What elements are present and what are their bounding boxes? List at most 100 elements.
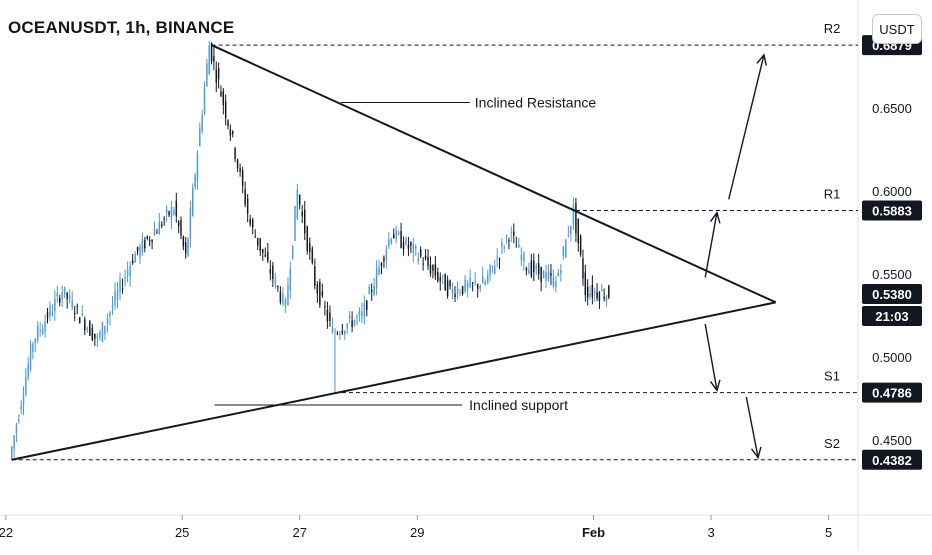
x-tick-label: Feb xyxy=(582,525,605,540)
candle-body xyxy=(334,331,336,333)
inclined-resistance-line xyxy=(211,44,777,304)
candle-body xyxy=(272,265,274,280)
candle-body xyxy=(441,275,444,277)
candle-body xyxy=(427,257,429,266)
candle-body xyxy=(241,170,244,186)
candle-body xyxy=(124,277,126,279)
candle-body xyxy=(213,55,215,62)
candle-body xyxy=(608,285,610,298)
last-price-label: 0.5380 xyxy=(872,287,912,302)
candle-body xyxy=(257,237,259,246)
x-tick-label: 22 xyxy=(0,525,13,540)
candle-body xyxy=(89,321,91,336)
candle-body xyxy=(277,286,279,288)
x-tick-label: 27 xyxy=(292,525,306,540)
candle-body xyxy=(158,221,161,235)
candle-body xyxy=(206,63,208,87)
candle-body xyxy=(550,273,552,276)
x-tick-label: 29 xyxy=(410,525,424,540)
candle-body xyxy=(269,269,272,274)
candle-body xyxy=(557,272,560,276)
candle-body xyxy=(165,209,168,213)
candle-body xyxy=(388,239,390,246)
candle-body xyxy=(63,286,66,295)
y-tick-label: 0.6000 xyxy=(872,184,912,199)
candle-body xyxy=(56,293,59,297)
candle-body xyxy=(405,238,407,245)
candle-body xyxy=(306,226,309,252)
candle-body xyxy=(264,255,267,257)
candle-body xyxy=(184,242,187,254)
currency-button[interactable]: USDT xyxy=(872,14,922,44)
candle-body xyxy=(498,258,501,260)
candle-body xyxy=(402,242,405,250)
candle-body xyxy=(203,87,206,114)
candle-body xyxy=(582,258,584,279)
candle-body xyxy=(49,305,51,317)
candle-body xyxy=(294,206,296,241)
candle-body xyxy=(46,312,49,319)
candle-body xyxy=(410,242,412,246)
candle-body xyxy=(454,293,456,298)
price-label-box xyxy=(862,449,922,470)
candle-body xyxy=(353,320,356,326)
arrow-up-to-r1-head xyxy=(709,211,721,224)
candle-body xyxy=(215,69,217,83)
candle-body xyxy=(79,317,81,324)
candle-body xyxy=(282,293,284,304)
candle-body xyxy=(141,239,144,252)
candle-body xyxy=(572,205,575,225)
candle-body xyxy=(298,195,301,205)
resistance-annotation: Inclined Resistance xyxy=(475,95,597,111)
y-tick-label: 0.5000 xyxy=(872,350,912,365)
candle-body xyxy=(251,219,254,228)
candle-body xyxy=(373,285,375,295)
candle-body xyxy=(210,43,213,62)
candle-body xyxy=(346,323,348,329)
candle-body xyxy=(567,235,570,237)
candle-body xyxy=(39,329,41,331)
candle-body xyxy=(168,211,170,215)
candle-body xyxy=(234,148,236,160)
candle-body xyxy=(378,266,380,275)
candle-body xyxy=(301,211,303,217)
candle-body xyxy=(489,265,491,276)
candle-body xyxy=(199,128,201,147)
candle-body xyxy=(380,263,383,266)
candle-body xyxy=(319,282,321,305)
level-name-r2: R2 xyxy=(824,21,841,36)
candle-body xyxy=(474,281,476,283)
candle-body xyxy=(407,244,410,249)
candle-body xyxy=(309,243,311,253)
candle-body xyxy=(20,405,22,410)
candle-body xyxy=(520,255,523,260)
arrow-down-to-s1-head xyxy=(709,379,721,392)
candle-body xyxy=(429,264,432,274)
candle-body xyxy=(259,238,261,252)
candle-body xyxy=(254,236,256,238)
candle-body xyxy=(129,265,131,277)
candle-body xyxy=(192,187,194,216)
countdown-label: 21:03 xyxy=(875,309,908,324)
candle-body xyxy=(434,264,437,276)
candle-body xyxy=(545,272,547,281)
candle-body xyxy=(217,68,220,80)
y-tick-label: 0.5500 xyxy=(872,267,912,282)
candle-body xyxy=(114,291,116,306)
candle-body xyxy=(496,257,498,259)
candle-body xyxy=(565,239,567,258)
candle-body xyxy=(479,286,481,289)
candle-body xyxy=(267,252,269,261)
candle-body xyxy=(537,263,540,274)
candle-body xyxy=(170,206,173,220)
candle-body xyxy=(131,260,134,264)
candle-body xyxy=(66,292,68,299)
candle-body xyxy=(177,221,180,227)
candle-body xyxy=(61,292,63,300)
candle-body xyxy=(96,336,99,338)
candle-body xyxy=(106,318,109,324)
candle-body xyxy=(111,304,114,309)
chart-title: OCEANUSDT, 1h, BINANCE xyxy=(8,18,235,37)
